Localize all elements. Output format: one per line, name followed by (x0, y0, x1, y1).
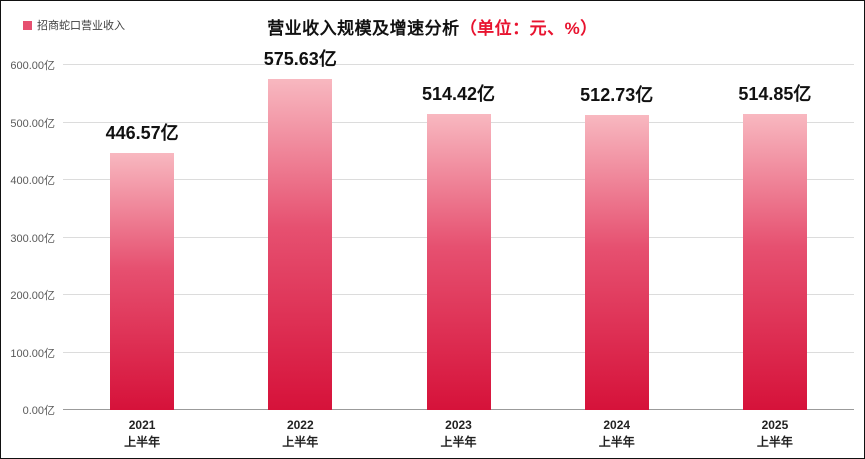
chart-title-text: 营业收入规模及增速分析 (267, 19, 460, 38)
bar-slot: 514.85亿 (696, 65, 854, 410)
chart-body: 0.00亿 100.00亿 200.00亿 300.00亿 400.00亿 500.00亿… (1, 49, 864, 417)
x-tick-label: 2023 上半年 (440, 418, 477, 450)
chart-header: 招商蛇口营业收入 营业收入规模及增速分析（单位：元、%） (1, 1, 864, 65)
bars-container: 446.57亿 575.63亿 514.42亿 512.73亿 514.85亿 (63, 49, 854, 410)
y-axis: 0.00亿 100.00亿 200.00亿 300.00亿 400.00亿 500.00亿… (1, 60, 63, 417)
bar-slot: 512.73亿 (538, 65, 696, 410)
bar-slot: 575.63亿 (221, 49, 379, 410)
legend[interactable]: 招商蛇口营业收入 (23, 17, 125, 33)
bar-value-label: 446.57亿 (105, 123, 179, 144)
y-tick-label: 100.00亿 (10, 347, 55, 360)
x-axis-labels: 2021 上半年 2022 上半年 2023 上半年 2024 上半年 2025 上半年 (63, 410, 854, 452)
legend-label: 招商蛇口营业收入 (37, 20, 125, 32)
chart-title-unit: （单位：元、%） (459, 19, 598, 38)
x-tick-label: 2025 上半年 (756, 418, 793, 450)
y-tick-label: 600.00亿 (10, 60, 55, 72)
y-tick-label: 300.00亿 (10, 232, 55, 245)
x-tick-label: 2024 上半年 (598, 418, 635, 450)
x-tick-label: 2022 上半年 (282, 418, 319, 450)
y-tick-label: 400.00亿 (10, 175, 55, 187)
chart-title: 营业收入规模及增速分析（单位：元、%） (1, 1, 864, 39)
bar[interactable] (268, 79, 333, 410)
y-tick-label: 200.00亿 (10, 290, 55, 302)
bar-value-label: 514.42亿 (421, 84, 496, 105)
y-tick-label: 0.00亿 (22, 405, 55, 417)
bar[interactable] (742, 113, 807, 410)
bar[interactable] (584, 115, 649, 410)
gridline (63, 64, 854, 65)
bar-value-label: 512.73亿 (580, 85, 654, 106)
bar[interactable] (110, 153, 175, 410)
bar-slot: 514.42亿 (379, 65, 537, 410)
bar-slot: 446.57亿 (63, 65, 221, 410)
y-tick-label: 500.00亿 (10, 117, 55, 130)
plot-area: 446.57亿 575.63亿 514.42亿 512.73亿 514.85亿 (63, 49, 854, 410)
bar[interactable] (426, 114, 491, 410)
bar-value-label: 575.63亿 (263, 49, 337, 70)
legend-swatch-icon (23, 20, 32, 30)
x-tick-label: 2021 上半年 (124, 418, 161, 450)
bar-value-label: 514.85亿 (738, 83, 812, 104)
